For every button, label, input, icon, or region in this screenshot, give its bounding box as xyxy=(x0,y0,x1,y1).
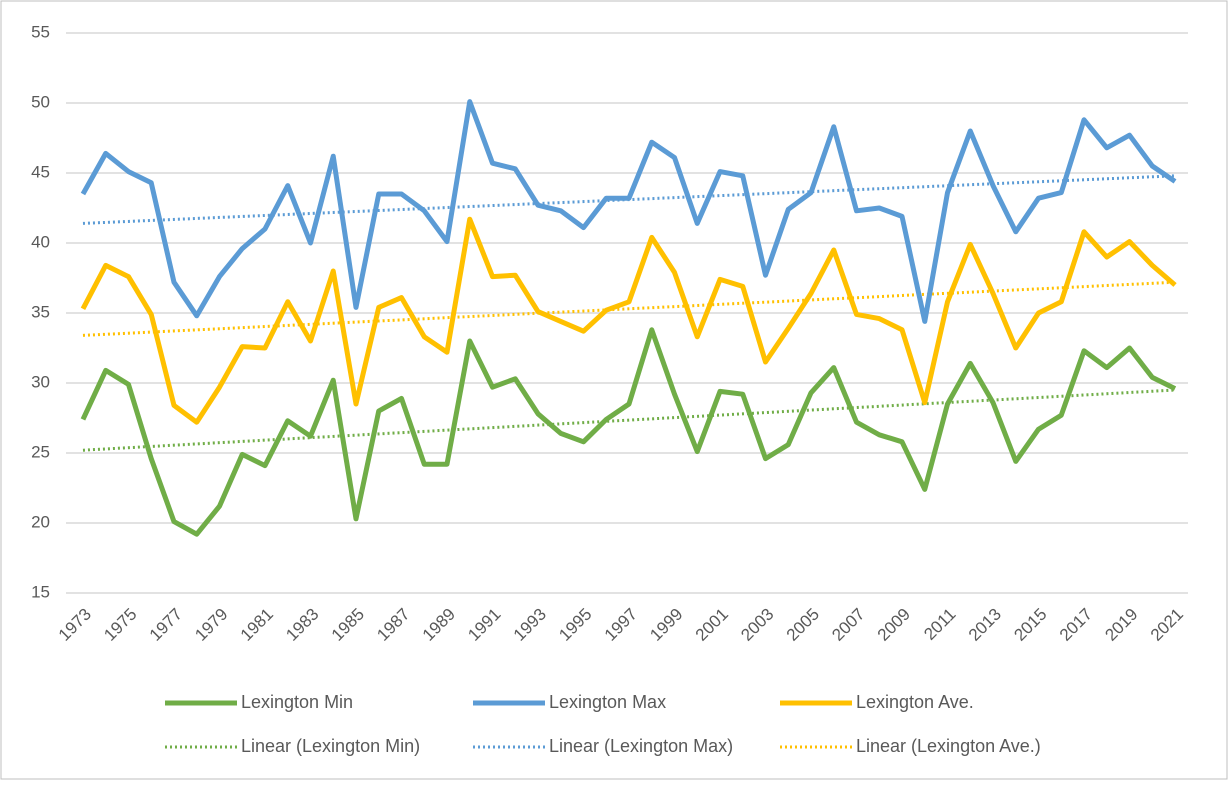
y-tick-label: 25 xyxy=(31,442,50,461)
legend-label: Linear (Lexington Ave.) xyxy=(856,736,1041,756)
data-line xyxy=(80,216,1177,425)
legend-label: Lexington Max xyxy=(549,692,666,712)
legend-label: Lexington Min xyxy=(241,692,353,712)
y-tick-label: 45 xyxy=(31,162,50,181)
y-tick-label: 55 xyxy=(31,22,50,41)
legend-label: Linear (Lexington Min) xyxy=(241,736,420,756)
legend-label: Linear (Lexington Max) xyxy=(549,736,733,756)
y-tick-label: 35 xyxy=(31,302,50,321)
y-tick-label: 15 xyxy=(31,582,50,601)
y-tick-label: 20 xyxy=(31,512,50,531)
data-line xyxy=(80,99,1177,324)
y-tick-label: 30 xyxy=(31,372,50,391)
data-line xyxy=(80,327,1177,537)
y-tick-label: 40 xyxy=(31,232,50,251)
legend-label: Lexington Ave. xyxy=(856,692,974,712)
y-tick-label: 50 xyxy=(31,92,50,111)
